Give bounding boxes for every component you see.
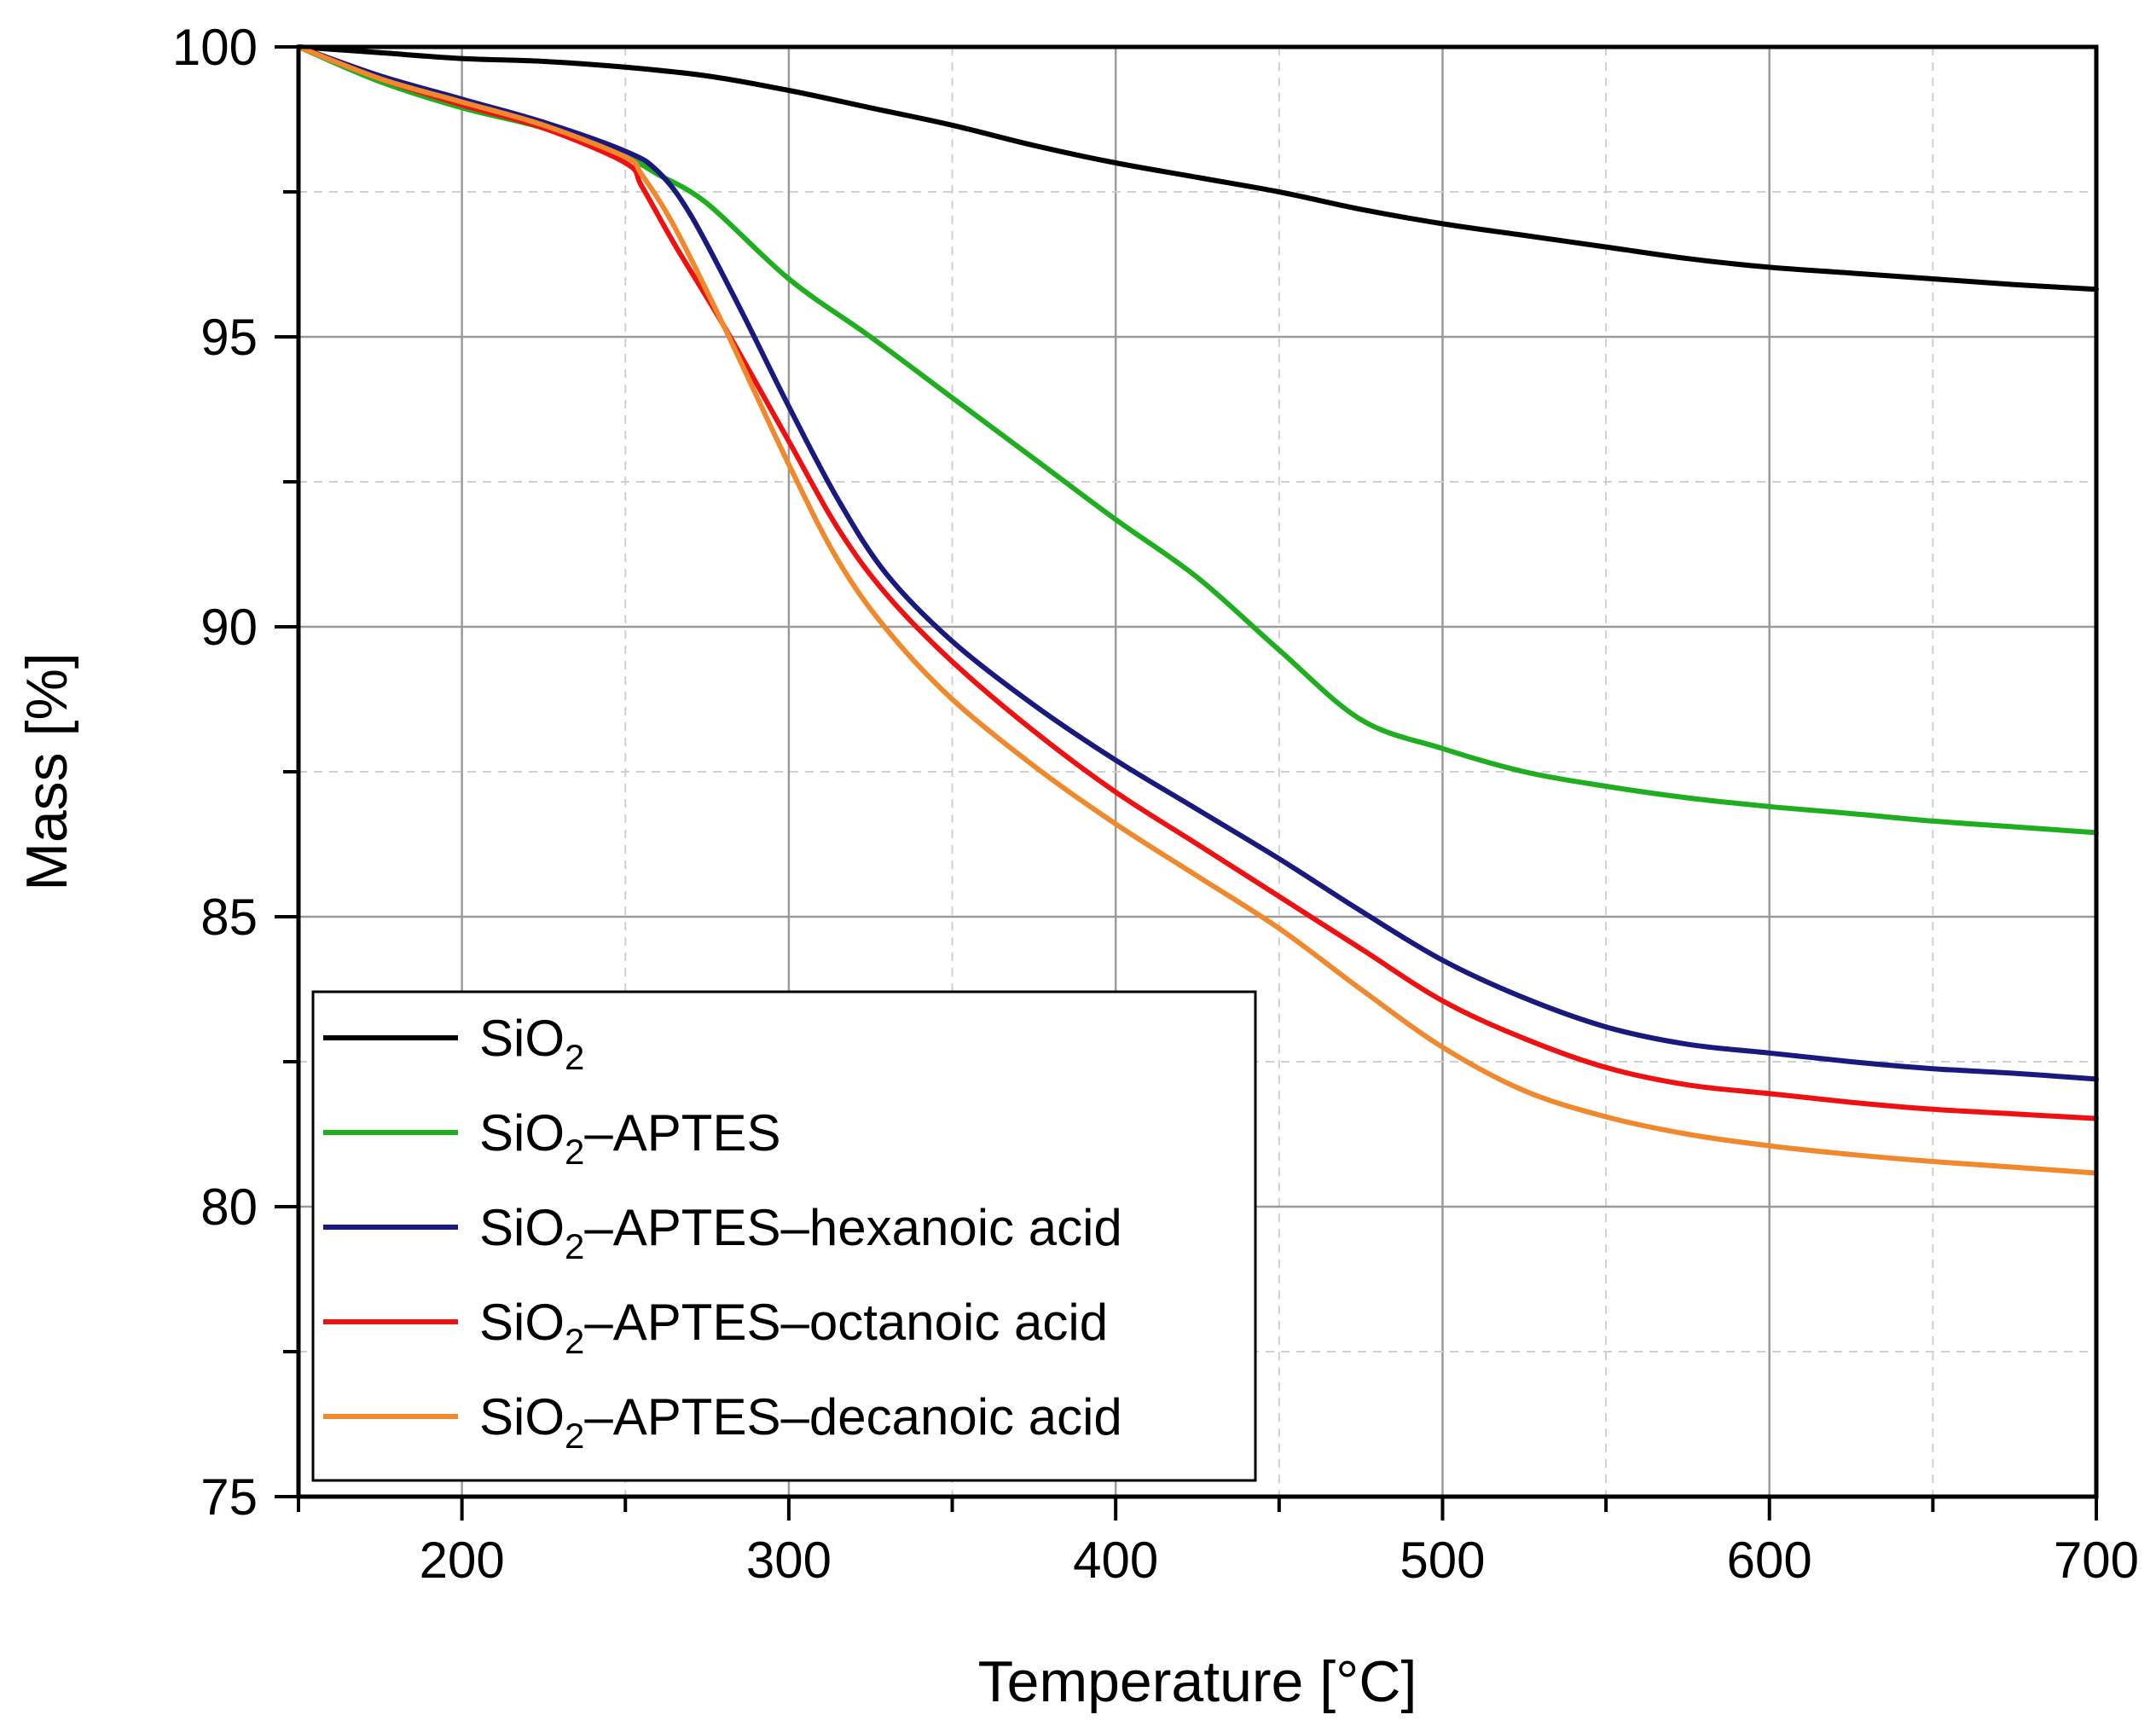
legend-label-1: SiO2–APTES <box>479 1104 781 1172</box>
legend: SiO2 SiO2–APTES SiO2–APTES–hexanoic acid Si… <box>311 990 1257 1482</box>
series-line-2 <box>296 44 2099 1082</box>
y-tick-label: 80 <box>200 1179 258 1236</box>
legend-label-4: SiO2–APTES–decanoic acid <box>479 1388 1122 1456</box>
series-line-1 <box>296 44 2099 836</box>
x-tick-label: 300 <box>746 1532 832 1589</box>
legend-label-0: SiO2 <box>479 1010 584 1077</box>
x-tick-label: 500 <box>1400 1532 1485 1589</box>
x-tick-label: 700 <box>2054 1532 2139 1589</box>
legend-label-3: SiO2–APTES–octanoic acid <box>479 1294 1108 1361</box>
x-tick-label: 200 <box>420 1532 505 1589</box>
y-tick-label: 90 <box>200 599 258 656</box>
x-axis-title: Temperature [°C] <box>978 1649 1417 1714</box>
y-tick-label: 85 <box>200 889 258 946</box>
y-tick-label: 100 <box>172 19 258 76</box>
axis-ticks: 200 300 400 500 600 700 75 80 85 90 95 100 <box>172 19 2139 1589</box>
legend-label-2: SiO2–APTES–hexanoic acid <box>479 1199 1122 1266</box>
series-lines <box>296 44 2099 1176</box>
series-line-3 <box>296 44 2099 1121</box>
series-line-0 <box>296 44 2099 293</box>
grid <box>298 47 2096 1497</box>
legend-box <box>311 990 1257 1482</box>
x-tick-label: 600 <box>1727 1532 1812 1589</box>
y-axis-title: Mass [%] <box>14 652 79 891</box>
y-tick-label: 75 <box>200 1468 258 1526</box>
series-line-4 <box>296 44 2099 1176</box>
x-tick-label: 400 <box>1073 1532 1158 1589</box>
y-tick-label: 95 <box>200 309 258 366</box>
